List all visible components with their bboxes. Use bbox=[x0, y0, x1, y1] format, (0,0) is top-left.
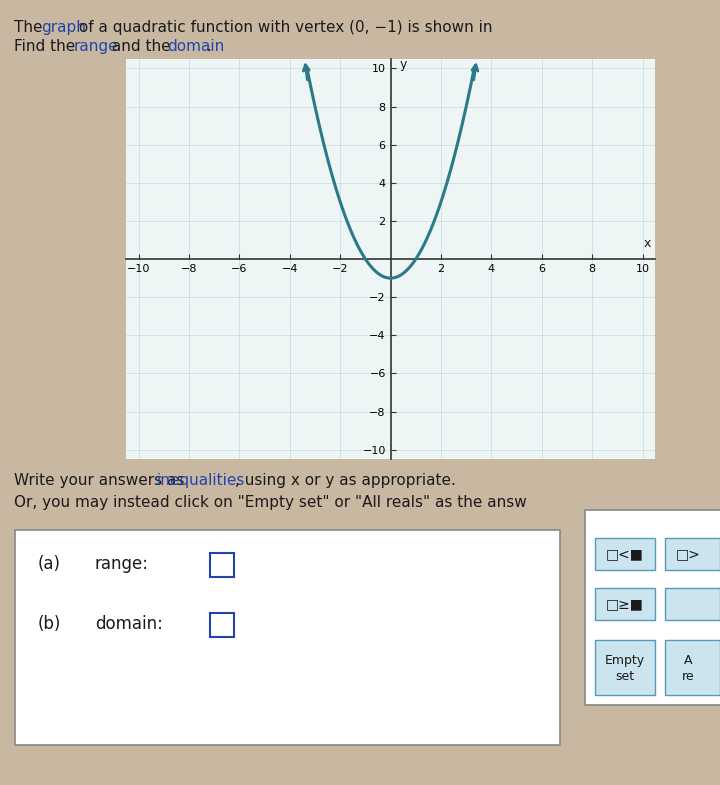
Text: , using x or y as appropriate.: , using x or y as appropriate. bbox=[235, 473, 456, 487]
Text: of a quadratic function with vertex (0, −1) is shown in: of a quadratic function with vertex (0, … bbox=[74, 20, 492, 35]
FancyBboxPatch shape bbox=[665, 641, 720, 696]
FancyBboxPatch shape bbox=[595, 588, 655, 620]
Text: inequalities: inequalities bbox=[157, 473, 246, 487]
Text: Write your answers as: Write your answers as bbox=[14, 473, 189, 487]
Text: A
re: A re bbox=[682, 654, 694, 683]
FancyBboxPatch shape bbox=[585, 510, 720, 705]
Text: range:: range: bbox=[95, 555, 149, 573]
Text: y: y bbox=[400, 58, 407, 71]
FancyBboxPatch shape bbox=[595, 539, 655, 571]
Text: □<■: □<■ bbox=[606, 547, 644, 561]
Text: .: . bbox=[207, 39, 212, 54]
Text: graph: graph bbox=[41, 20, 86, 35]
Text: domain: domain bbox=[167, 39, 224, 54]
FancyBboxPatch shape bbox=[595, 641, 655, 696]
Text: Find the: Find the bbox=[14, 39, 81, 54]
Text: Empty
set: Empty set bbox=[605, 654, 645, 683]
Text: (a): (a) bbox=[38, 555, 61, 573]
Text: Or, you may instead click on "Empty set" or "All reals" as the answ: Or, you may instead click on "Empty set"… bbox=[14, 495, 527, 509]
FancyBboxPatch shape bbox=[15, 531, 560, 745]
FancyBboxPatch shape bbox=[665, 588, 720, 620]
Text: domain:: domain: bbox=[95, 615, 163, 633]
Text: range: range bbox=[74, 39, 119, 54]
Text: The: The bbox=[14, 20, 48, 35]
Text: □>: □> bbox=[675, 547, 701, 561]
Text: and the: and the bbox=[107, 39, 176, 54]
Text: □≥■: □≥■ bbox=[606, 597, 644, 612]
Text: (b): (b) bbox=[38, 615, 61, 633]
FancyBboxPatch shape bbox=[210, 553, 234, 577]
Text: x: x bbox=[644, 238, 652, 250]
FancyBboxPatch shape bbox=[210, 613, 234, 637]
FancyBboxPatch shape bbox=[665, 539, 720, 571]
